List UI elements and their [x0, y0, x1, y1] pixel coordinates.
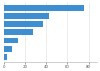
- Bar: [4, 38, 18, 43]
- Bar: [4, 5, 84, 11]
- Bar: [4, 13, 49, 19]
- Bar: [4, 21, 43, 27]
- Bar: [4, 54, 7, 60]
- Bar: [4, 46, 12, 52]
- Bar: [4, 29, 32, 35]
